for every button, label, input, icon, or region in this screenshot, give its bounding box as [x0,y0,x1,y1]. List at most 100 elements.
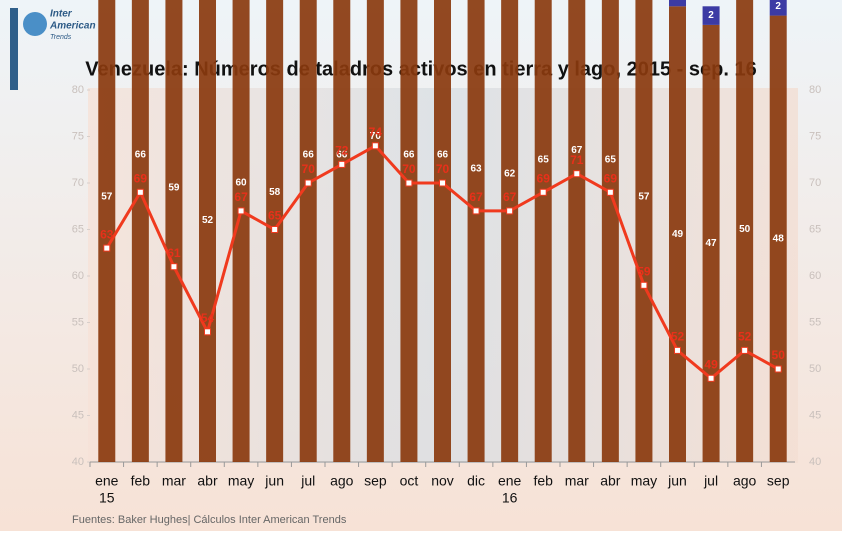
data-label: 61 [167,246,181,260]
marker [137,189,143,195]
x-tick-label: abr [600,473,621,489]
bar [300,0,317,462]
data-label: 67 [234,190,248,204]
logo-text: Inter [50,9,73,20]
x-tick-label: jul [300,473,315,489]
x-tick-label: mar [162,473,186,489]
x-tick-label: nov [431,473,454,489]
bar [501,0,518,462]
y-tick-label: 40 [72,456,84,468]
data-label: 66 [437,150,449,161]
data-label: 63 [100,227,114,241]
marker [473,208,479,214]
x-group-label: 16 [502,490,518,506]
data-label: 72 [335,144,349,158]
marker [607,189,613,195]
data-label: 49 [672,229,684,240]
data-label: 57 [101,192,113,203]
logo-text: Trends [50,34,72,41]
marker [238,208,244,214]
bar [434,0,451,462]
bar [367,0,384,462]
x-tick-label: jun [264,473,284,489]
y2-tick-label: 45 [809,409,821,421]
x-tick-label: abr [197,473,218,489]
data-label: 67 [469,190,483,204]
bar [568,0,585,462]
y2-tick-label: 75 [809,130,821,142]
marker [507,208,513,214]
y2-tick-label: 55 [809,316,821,328]
marker [440,180,446,186]
y-tick-label: 80 [72,84,84,96]
marker [205,329,211,335]
marker [272,227,278,233]
y-tick-label: 75 [72,130,84,142]
marker [775,366,781,372]
bar [165,0,182,462]
x-tick-label: ene [95,473,119,489]
y-tick-label: 65 [72,223,84,235]
data-label: 47 [706,238,718,249]
data-label: 70 [402,162,416,176]
x-tick-label: jun [667,473,687,489]
data-label: 62 [504,168,516,179]
chart-title: Venezuela: Números de taladros activos e… [85,58,756,80]
data-label: 52 [202,215,214,226]
marker [372,143,378,149]
x-tick-label: dic [467,473,485,489]
bar [400,0,417,462]
data-label: 50 [772,348,786,362]
y2-tick-label: 65 [809,223,821,235]
data-label: 66 [303,150,315,161]
y2-tick-label: 60 [809,270,821,282]
data-label: 50 [739,224,751,235]
x-tick-label: jul [703,473,718,489]
marker [540,189,546,195]
data-label: 65 [538,154,550,165]
x-group-label: 15 [99,490,115,506]
data-label: 69 [537,171,551,185]
marker [574,171,580,177]
bar [333,0,350,462]
data-label: 52 [671,330,685,344]
data-label: 69 [134,171,148,185]
data-label: 66 [403,150,415,161]
logo-text: American [49,21,96,32]
y2-tick-label: 50 [809,363,821,375]
data-label: 49 [704,357,718,371]
marker [675,347,681,353]
x-tick-label: ene [498,473,522,489]
data-label: 66 [135,150,147,161]
data-label: 65 [268,209,282,223]
data-label: 69 [604,171,618,185]
x-tick-label: feb [131,473,151,489]
logo-icon [23,12,47,36]
chart: Inter American Trends Venezuela: Números… [0,0,842,531]
bar [535,0,552,462]
x-tick-label: sep [364,473,387,489]
data-label: 60 [236,178,248,189]
bar [602,0,619,462]
data-label: 58 [269,187,281,198]
x-tick-label: may [631,473,657,489]
marker [742,347,748,353]
y-tick-label: 50 [72,363,84,375]
marker [708,375,714,381]
bar [199,0,216,462]
data-label: 48 [773,233,785,244]
x-tick-label: mar [565,473,589,489]
data-label: 67 [503,190,517,204]
x-tick-label: feb [533,473,553,489]
bar [635,0,652,462]
marker [641,282,647,288]
y2-tick-label: 80 [809,84,821,96]
footer: Fuentes: Baker Hughes| Cálculos Inter Am… [72,514,347,526]
data-label: 65 [605,154,617,165]
data-label: 63 [471,164,483,175]
y-tick-label: 45 [72,409,84,421]
bar [669,0,686,6]
marker [305,180,311,186]
data-label: 74 [369,125,383,139]
data-label: 54 [201,311,215,325]
